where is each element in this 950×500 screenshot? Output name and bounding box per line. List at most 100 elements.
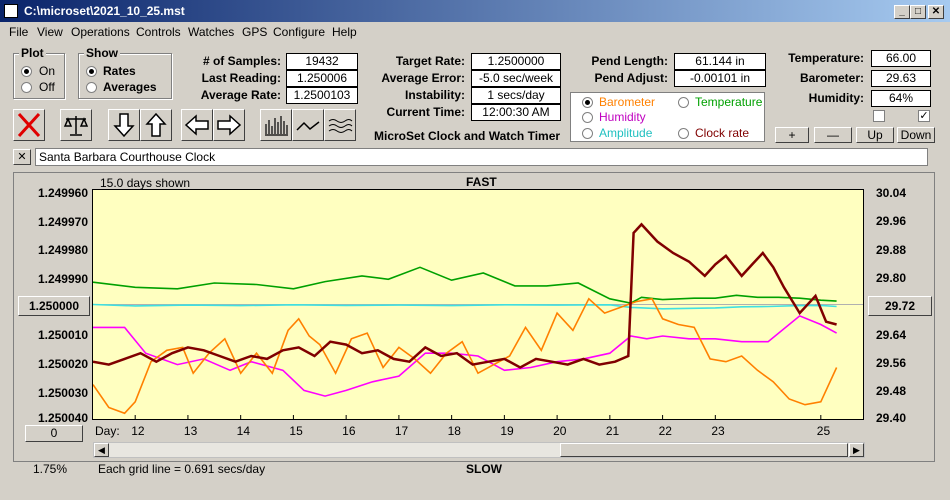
wave-icon [328, 119, 353, 133]
target-rate-value[interactable]: 1.2500000 [471, 53, 561, 70]
horizontal-scrollbar[interactable]: ◀ ▶ [93, 442, 865, 458]
scroll-left-button[interactable]: ◀ [94, 443, 109, 457]
scale-percent: 1.75% [33, 462, 68, 476]
x-tick-label: 17 [394, 424, 409, 438]
offset-button[interactable]: 0 [25, 425, 83, 442]
x-tick-label: 22 [658, 424, 672, 438]
menu-watches[interactable]: Watches [188, 25, 235, 39]
plot-group-label: Plot [19, 46, 46, 60]
series-line-clock-rate [93, 222, 837, 369]
scroll-thumb[interactable] [560, 443, 848, 457]
x-tick-label: 14 [236, 424, 251, 438]
amplitude-option-label: Amplitude [599, 126, 653, 140]
env-checkbox-1[interactable] [873, 110, 885, 122]
close-button[interactable]: ✕ [928, 5, 944, 19]
menu-operations[interactable]: Operations [71, 25, 130, 39]
histogram-button[interactable] [260, 109, 292, 141]
close-clock-button[interactable]: ✕ [13, 149, 31, 165]
menu-help[interactable]: Help [332, 25, 357, 39]
line-graph-button[interactable] [292, 109, 324, 141]
x-tick-label: 23 [711, 424, 725, 438]
menu-gps[interactable]: GPS [242, 25, 268, 39]
x-tick-label: 25 [816, 424, 831, 438]
series-line-temperature [93, 266, 837, 304]
pend-adjust-value[interactable]: -0.00101 in [674, 70, 766, 87]
x-tick-label: 16 [342, 424, 356, 438]
show-averages-label: Averages [103, 80, 157, 94]
right-tick: 29.40 [876, 411, 907, 425]
scale-down-button[interactable]: Down [897, 127, 935, 143]
right-axis: 30.04 29.96 29.88 29.80 29.64 29.56 29.4… [868, 186, 928, 425]
right-center-button[interactable]: 29.72 [868, 296, 932, 316]
pend-length-value[interactable]: 61.144 in [674, 53, 766, 70]
x-tick-label: 21 [605, 424, 620, 438]
pend-adjust-label: Pend Adjust: [594, 71, 668, 85]
instability-label: Instability: [404, 88, 465, 102]
temperature-radio[interactable] [678, 97, 689, 108]
scale-up-button[interactable]: Up [856, 127, 894, 143]
x-tick-label: 18 [447, 424, 461, 438]
left-tick: 1.249980 [37, 243, 88, 257]
menu-controls[interactable]: Controls [136, 25, 181, 39]
left-tick: 1.249970 [37, 215, 88, 229]
arrow-up-icon [145, 112, 167, 137]
amplitude-radio[interactable] [582, 128, 593, 139]
left-center-button[interactable]: 1.250000 [18, 296, 90, 316]
current-time-label: Current Time: [386, 105, 465, 119]
left-axis: 1.249960 1.249970 1.249980 1.249990 1.25… [18, 186, 88, 425]
grid-note: Each grid line = 0.691 secs/day [98, 462, 266, 476]
x-tick-label: 13 [183, 424, 198, 438]
target-rate-label: Target Rate: [395, 54, 465, 68]
move-right-button[interactable] [213, 109, 245, 141]
samples-label: # of Samples: [202, 54, 281, 68]
temperature-label: Temperature: [788, 51, 864, 65]
clear-button[interactable] [13, 109, 45, 141]
humidity-value: 64% [871, 90, 931, 107]
app-icon [4, 4, 18, 18]
plot-area[interactable] [92, 189, 864, 420]
clock-rate-radio[interactable] [678, 128, 689, 139]
show-group [78, 53, 172, 99]
series-select-box [570, 92, 765, 142]
balance-button[interactable] [60, 109, 92, 141]
scale-plus-button[interactable]: + [775, 127, 809, 143]
scroll-right-button[interactable]: ▶ [849, 443, 864, 457]
plot-off-radio[interactable] [21, 82, 32, 93]
current-time-value: 12:00:30 AM [471, 104, 561, 121]
show-averages-radio[interactable] [86, 82, 97, 93]
show-rates-radio[interactable] [86, 66, 97, 77]
humidity-radio[interactable] [582, 112, 593, 123]
left-tick: 1.249990 [37, 272, 88, 286]
maximize-button[interactable]: □ [910, 5, 926, 19]
right-tick: 29.96 [876, 214, 907, 228]
move-down-button[interactable] [108, 109, 140, 141]
menu-file[interactable]: File [9, 25, 29, 39]
menu-configure[interactable]: Configure [273, 25, 326, 39]
clock-name-field[interactable]: Santa Barbara Courthouse Clock [35, 148, 928, 166]
average-error-label: Average Error: [381, 71, 465, 85]
menu-view[interactable]: View [37, 25, 63, 39]
arrow-left-icon [184, 114, 209, 136]
plot-svg [93, 222, 863, 419]
histogram-icon [265, 116, 288, 136]
minimize-button[interactable]: _ [894, 5, 910, 19]
x-tick-label: 20 [553, 424, 567, 438]
average-rate-value: 1.2500103 [286, 87, 358, 104]
smooth-graph-button[interactable] [324, 109, 356, 141]
clock-rate-option-label: Clock rate [695, 126, 750, 140]
barometer-radio[interactable] [582, 97, 593, 108]
move-up-button[interactable] [140, 109, 172, 141]
scale-minus-button[interactable]: — [814, 127, 852, 143]
show-rates-label: Rates [103, 64, 136, 78]
left-tick: 1.250020 [37, 357, 88, 371]
plot-on-radio[interactable] [21, 66, 32, 77]
left-tick: 1.249960 [37, 186, 88, 200]
x-tick-label: 12 [131, 424, 145, 438]
env-checkbox-2[interactable]: ✓ [918, 110, 930, 122]
left-tick: 1.250040 [37, 411, 88, 425]
samples-value: 19432 [286, 53, 358, 70]
series-line-humidity [93, 314, 837, 397]
humidity-option-label: Humidity [599, 110, 646, 124]
show-group-label: Show [84, 46, 120, 60]
move-left-button[interactable] [181, 109, 213, 141]
